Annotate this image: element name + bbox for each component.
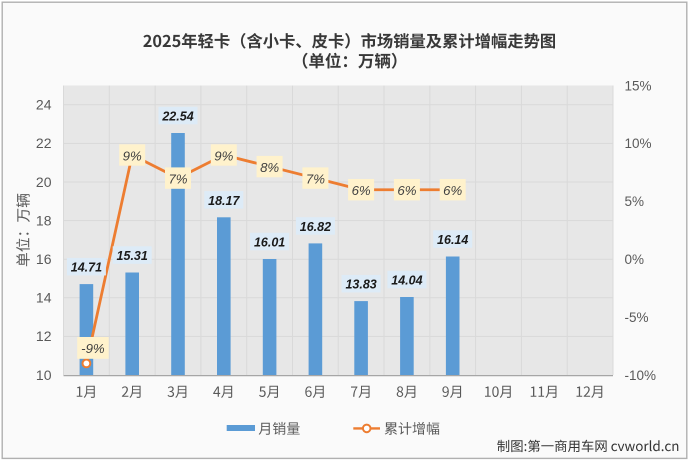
- svg-text:22.54: 22.54: [161, 110, 193, 124]
- svg-text:10: 10: [36, 367, 52, 383]
- svg-text:16.01: 16.01: [254, 236, 285, 250]
- svg-text:24: 24: [36, 97, 52, 113]
- svg-text:13.83: 13.83: [345, 278, 376, 292]
- svg-text:14.71: 14.71: [71, 261, 102, 275]
- svg-text:12: 12: [36, 328, 52, 344]
- svg-text:9%: 9%: [123, 148, 142, 163]
- svg-text:7%: 7%: [306, 171, 325, 186]
- svg-text:15%: 15%: [625, 78, 652, 93]
- svg-text:7%: 7%: [168, 171, 187, 186]
- svg-text:10%: 10%: [625, 136, 652, 151]
- svg-text:-5%: -5%: [625, 310, 649, 325]
- svg-text:6%: 6%: [352, 183, 371, 198]
- svg-text:14: 14: [36, 290, 52, 306]
- svg-text:5%: 5%: [625, 194, 645, 209]
- svg-text:16.82: 16.82: [300, 220, 331, 234]
- svg-text:9%: 9%: [214, 148, 233, 163]
- svg-text:-10%: -10%: [625, 368, 657, 383]
- svg-text:18: 18: [36, 212, 52, 228]
- svg-text:6%: 6%: [443, 183, 462, 198]
- svg-text:14.04: 14.04: [391, 274, 422, 288]
- svg-text:16: 16: [36, 251, 52, 267]
- svg-text:8%: 8%: [260, 160, 279, 175]
- svg-text:0%: 0%: [625, 252, 645, 267]
- svg-text:15.31: 15.31: [117, 249, 148, 263]
- svg-text:18.17: 18.17: [208, 194, 240, 208]
- svg-text:-9%: -9%: [81, 341, 105, 356]
- svg-text:20: 20: [36, 174, 52, 190]
- svg-text:22: 22: [36, 135, 52, 151]
- svg-text:6%: 6%: [397, 183, 416, 198]
- svg-text:16.14: 16.14: [437, 233, 468, 247]
